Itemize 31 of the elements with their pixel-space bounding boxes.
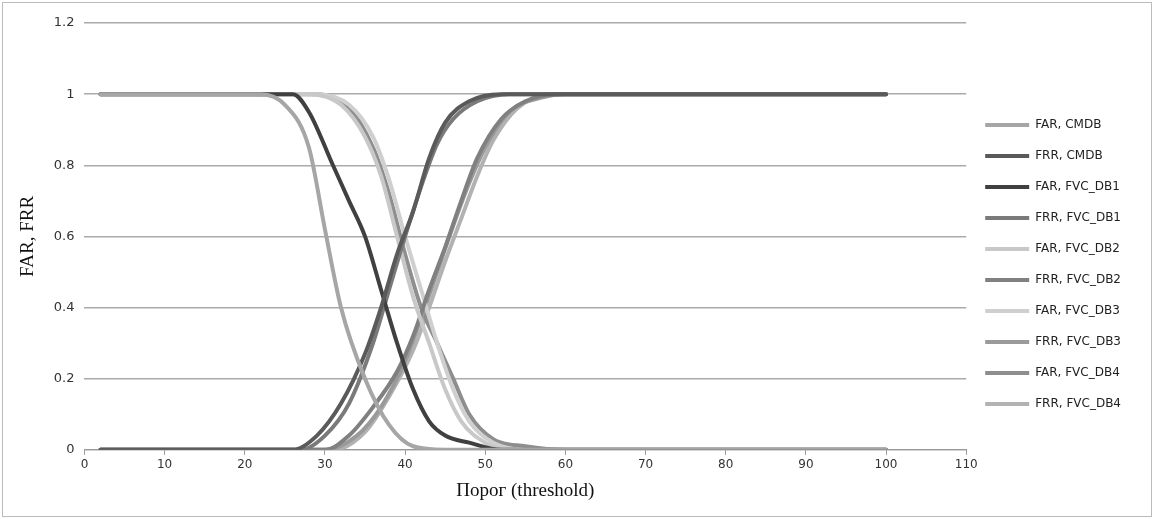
legend-label: FRR, CMDB — [1035, 148, 1103, 163]
y-tick-label: 0.2 — [53, 370, 75, 386]
legend-label: FAR, FVC_DB1 — [1035, 179, 1120, 194]
legend-label: FRR, FVC_DB3 — [1035, 334, 1122, 349]
x-tick-label: 40 — [397, 457, 413, 472]
x-tick-label: 80 — [718, 457, 734, 472]
legend-label: FAR, FVC_DB3 — [1035, 303, 1120, 318]
x-tick-label: 100 — [874, 457, 898, 472]
x-tick-label: 70 — [637, 457, 654, 472]
x-tick-label: 0 — [80, 457, 89, 472]
x-tick-label: 20 — [237, 457, 253, 472]
y-tick-label: 1.2 — [53, 14, 75, 30]
x-tick-label: 110 — [954, 457, 978, 472]
y-tick-label: 0.4 — [53, 298, 75, 314]
legend-label: FAR, FVC_DB2 — [1035, 241, 1120, 256]
legend-label: FAR, CMDB — [1035, 117, 1102, 132]
x-tick-label: 10 — [156, 457, 173, 472]
legend-label: FRR, FVC_DB2 — [1035, 272, 1122, 287]
x-tick-label: 30 — [317, 457, 333, 472]
x-axis-title: Порог (threshold) — [456, 478, 595, 501]
y-tick-label: 0 — [66, 441, 75, 457]
x-tick-label: 50 — [477, 457, 493, 472]
x-tick-label: 90 — [798, 457, 814, 472]
x-tick-label: 60 — [557, 457, 574, 472]
legend-label: FRR, FVC_DB1 — [1035, 210, 1122, 225]
y-tick-label: 0.8 — [53, 156, 75, 172]
y-tick-label: 0.6 — [53, 227, 75, 243]
legend-label: FAR, FVC_DB4 — [1035, 365, 1120, 380]
legend-label: FRR, FVC_DB4 — [1035, 396, 1122, 411]
y-tick-label: 1 — [66, 85, 75, 101]
y-axis-title: FAR, FRR — [16, 195, 38, 277]
